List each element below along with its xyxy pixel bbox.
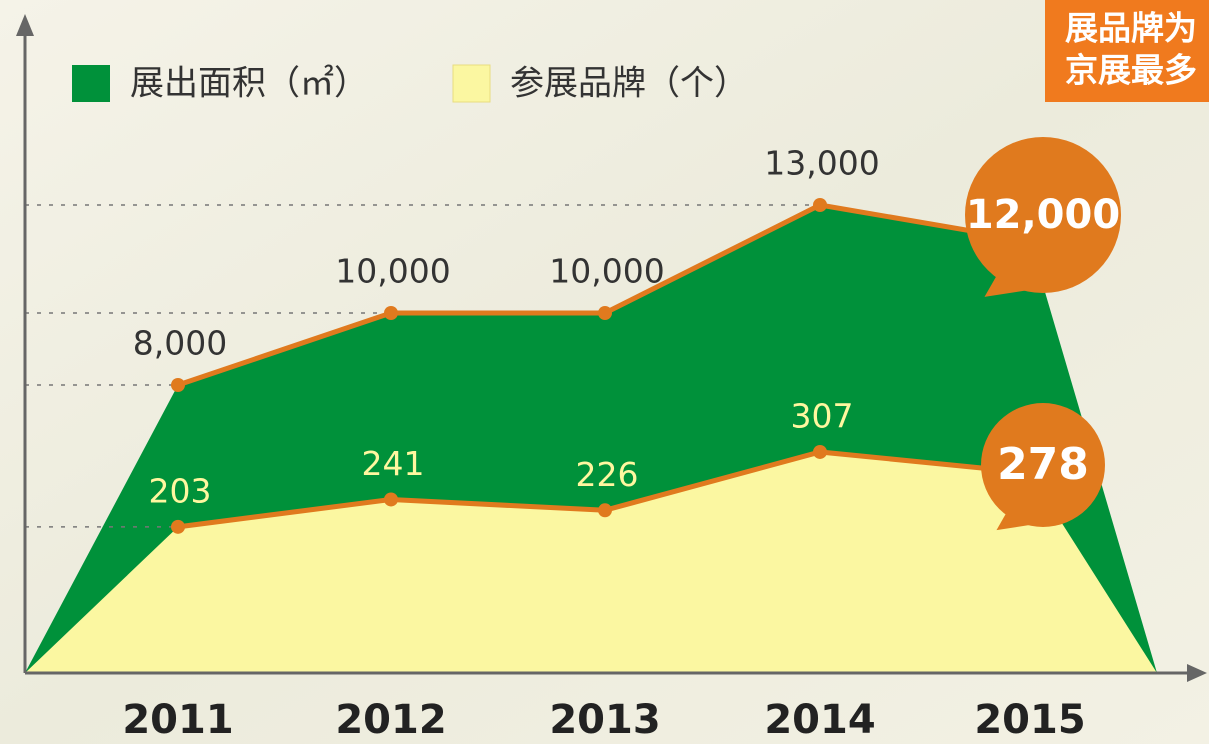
legend-swatch (453, 65, 490, 102)
point (384, 492, 398, 506)
data-label: 13,000 (764, 144, 879, 183)
x-tick-label: 2011 (122, 697, 233, 743)
chart: 8,000 10,000 10,000 13,000 12,000 203 241 226 30… (0, 0, 1209, 744)
annotation: 京展最多 (1065, 51, 1197, 90)
point (813, 445, 827, 459)
x-tick-label: 2015 (974, 697, 1085, 743)
data-label: 226 (576, 455, 639, 494)
data-label: 278 (997, 439, 1089, 490)
legend-swatch (72, 65, 110, 102)
legend-label: 展出面积（㎡） (130, 64, 368, 104)
data-label: 203 (149, 471, 212, 510)
x-tick-label: 2014 (764, 697, 875, 743)
point (813, 198, 827, 212)
point (171, 378, 185, 392)
annotation: 展品牌为 (1065, 9, 1197, 48)
x-tick-label: 2013 (549, 697, 660, 743)
point (598, 306, 612, 320)
data-label: 12,000 (966, 192, 1120, 238)
point (171, 520, 185, 534)
data-label: 10,000 (335, 252, 450, 291)
data-label: 307 (791, 396, 854, 435)
legend-label: 参展品牌（个） (510, 64, 748, 104)
x-tick-label: 2012 (335, 697, 446, 743)
point (384, 306, 398, 320)
data-label: 241 (362, 444, 425, 483)
point (598, 503, 612, 517)
data-label: 10,000 (549, 252, 664, 291)
data-label: 8,000 (133, 324, 227, 363)
page: 8,000 10,000 10,000 13,000 12,000 203 241 226 30… (0, 0, 1209, 744)
